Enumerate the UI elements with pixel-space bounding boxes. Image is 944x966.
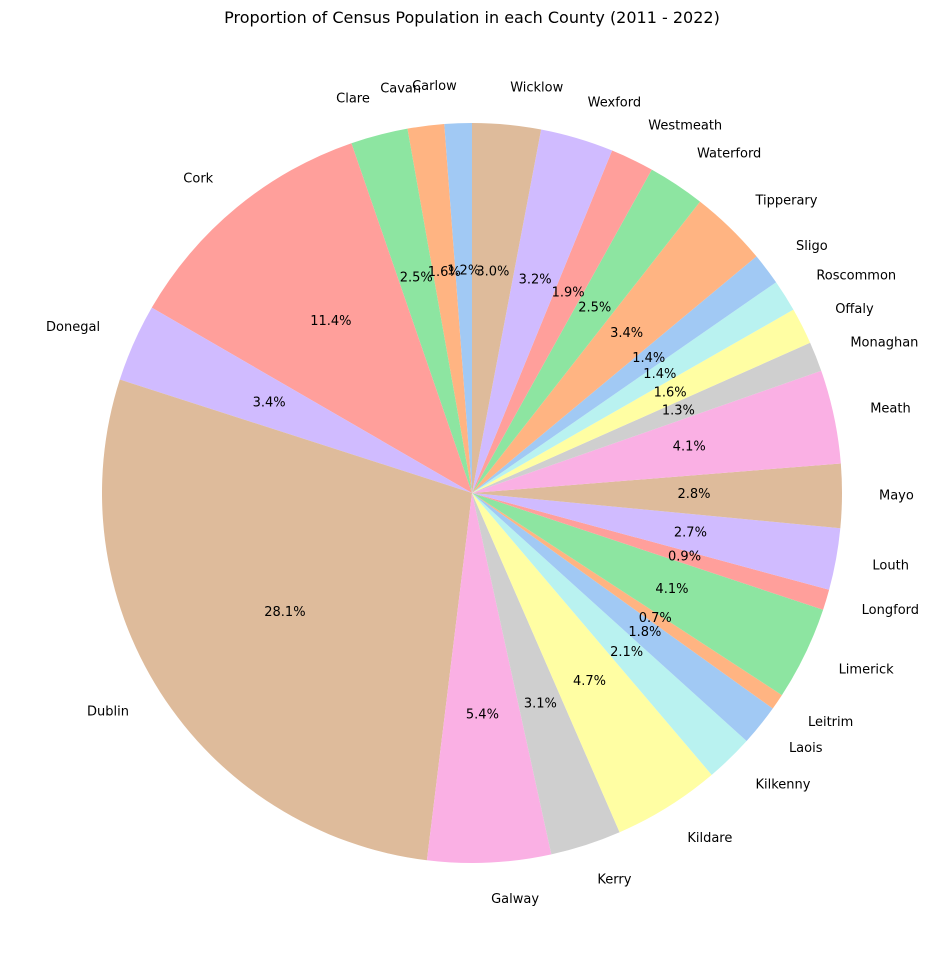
slice-pct-wexford: 3.2%: [519, 273, 552, 288]
slice-pct-limerick: 4.1%: [655, 582, 688, 597]
slice-pct-cavan: 1.6%: [428, 265, 461, 280]
pie-slice-sligo: [472, 256, 777, 493]
slice-label-monaghan: Monaghan: [850, 336, 918, 351]
slice-label-cavan: Cavan: [380, 82, 421, 97]
slice-pct-sligo: 1.4%: [632, 351, 665, 366]
slice-label-cork: Cork: [183, 171, 213, 186]
slice-label-meath: Meath: [870, 401, 911, 416]
slice-pct-meath: 4.1%: [673, 440, 706, 455]
slice-pct-wicklow: 3.0%: [476, 264, 509, 279]
slice-pct-louth: 2.7%: [674, 525, 707, 540]
pie-slice-meath: [472, 370, 841, 493]
pie-slice-donegal: [119, 307, 472, 493]
slice-pct-monaghan: 1.3%: [662, 404, 695, 419]
slice-label-louth: Louth: [872, 558, 909, 573]
slice-pct-roscommon: 1.4%: [643, 367, 676, 382]
pie-slice-mayo: [472, 463, 842, 529]
slice-pct-longford: 0.9%: [668, 550, 701, 565]
slice-label-carlow: Carlow: [412, 79, 457, 94]
pie-slice-clare: [351, 128, 472, 493]
slice-pct-donegal: 3.4%: [253, 395, 286, 410]
pie-slice-cork: [151, 143, 473, 493]
pie-labels: Carlow 1.2% Cavan 1.6% Clare 2.5% Cork 11.4% Don…: [46, 79, 919, 907]
slice-pct-kilkenny: 2.1%: [610, 645, 643, 660]
pie-slice-monaghan: [472, 342, 822, 493]
pie-slice-longford: [472, 493, 830, 610]
slice-label-clare: Clare: [336, 92, 370, 107]
slice-label-wicklow: Wicklow: [510, 80, 563, 95]
slice-label-sligo: Sligo: [796, 239, 828, 254]
slice-pct-galway: 5.4%: [466, 707, 499, 722]
pie-slice-galway: [426, 493, 552, 863]
slice-label-limerick: Limerick: [839, 662, 895, 677]
pie-slice-carlow: [444, 123, 472, 493]
pie-slice-kilkenny: [472, 493, 747, 775]
slice-pct-leitrim: 0.7%: [639, 611, 672, 626]
pie-slice-kerry: [472, 493, 620, 855]
pie-slices: [102, 123, 842, 863]
pie-slice-kildare: [472, 493, 712, 833]
pie-slice-louth: [472, 493, 841, 590]
slice-label-mayo: Mayo: [879, 489, 914, 504]
slice-label-laois: Laois: [789, 741, 823, 756]
slice-pct-carlow: 1.2%: [447, 264, 480, 279]
pie-slice-wicklow: [472, 123, 542, 493]
slice-label-roscommon: Roscommon: [816, 269, 896, 284]
pie-slice-dublin: [102, 379, 473, 861]
slice-label-westmeath: Westmeath: [648, 119, 722, 134]
slice-pct-kildare: 4.7%: [573, 674, 606, 689]
slice-label-tipperary: Tipperary: [754, 193, 817, 208]
chart-title: Proportion of Census Population in each …: [224, 8, 720, 27]
pie-slice-waterford: [472, 169, 701, 493]
pie-slice-westmeath: [472, 150, 652, 494]
pie-slice-cavan: [407, 124, 472, 494]
slice-label-galway: Galway: [491, 892, 539, 907]
pie-slice-tipperary: [472, 201, 757, 493]
slice-label-leitrim: Leitrim: [808, 715, 853, 730]
slice-pct-westmeath: 1.9%: [552, 285, 585, 300]
pie-slice-wexford: [472, 129, 613, 493]
slice-label-waterford: Waterford: [697, 146, 761, 161]
slice-pct-mayo: 2.8%: [677, 487, 710, 502]
slice-label-dublin: Dublin: [87, 705, 129, 720]
pie-slice-roscommon: [472, 282, 794, 493]
slice-pct-dublin: 28.1%: [264, 605, 305, 620]
slice-label-kildare: Kildare: [687, 831, 732, 846]
slice-label-wexford: Wexford: [588, 95, 641, 110]
pie-slice-offaly: [472, 309, 811, 493]
slice-pct-offaly: 1.6%: [654, 385, 687, 400]
pie-slice-laois: [472, 493, 773, 741]
pie-slice-limerick: [472, 493, 824, 696]
slice-pct-waterford: 2.5%: [578, 301, 611, 316]
slice-label-donegal: Donegal: [46, 320, 100, 335]
slice-label-kerry: Kerry: [597, 873, 631, 888]
slice-pct-tipperary: 3.4%: [610, 326, 643, 341]
slice-pct-clare: 2.5%: [400, 271, 433, 286]
slice-pct-laois: 1.8%: [628, 625, 661, 640]
slice-label-longford: Longford: [862, 603, 919, 618]
slice-pct-kerry: 3.1%: [524, 697, 557, 712]
slice-label-kilkenny: Kilkenny: [755, 778, 810, 793]
pie-slice-leitrim: [472, 493, 782, 709]
slice-label-offaly: Offaly: [835, 302, 874, 317]
slice-pct-cork: 11.4%: [310, 314, 351, 329]
